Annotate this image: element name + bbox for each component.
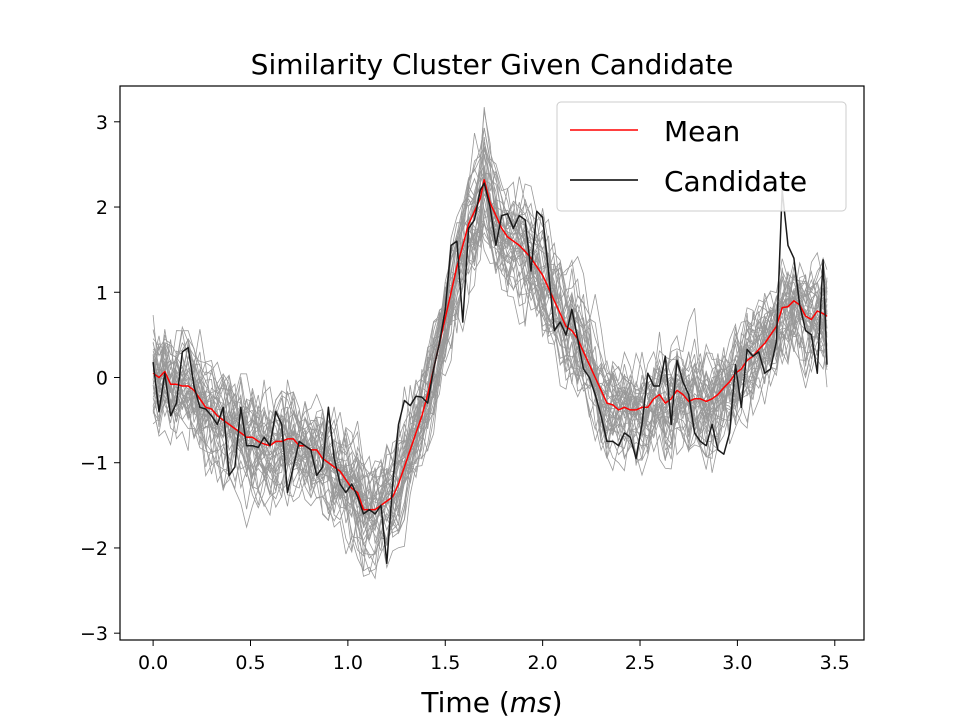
x-axis-label-unit: ms <box>510 686 552 719</box>
x-tick-label: 1.5 <box>430 652 460 674</box>
x-tick-label: 3.5 <box>820 652 850 674</box>
legend: Mean Candidate <box>556 101 847 212</box>
cluster-member-line <box>152 141 828 556</box>
plot-area-frame <box>119 85 865 641</box>
chart-title: Similarity Cluster Given Candidate <box>251 48 734 81</box>
y-tick-label: 3 <box>96 112 108 134</box>
y-tick-label: −2 <box>80 538 108 560</box>
y-tick-label: 1 <box>96 282 108 304</box>
cluster-member-line <box>152 107 828 530</box>
mean-series-line <box>152 179 828 511</box>
cluster-member-line <box>152 168 828 573</box>
x-tick-label: 1.0 <box>333 652 363 674</box>
cluster-member-line <box>152 170 828 527</box>
cluster-member-line <box>152 187 828 557</box>
y-tick-label: −1 <box>80 453 108 475</box>
y-tick-label: 0 <box>96 367 108 389</box>
x-axis-label-prefix: Time ( <box>420 686 509 719</box>
legend-candidate-label: Candidate <box>664 165 807 198</box>
y-axis: 3 2 1 0 −1 −2 −3 <box>80 112 120 645</box>
y-tick-label: 2 <box>96 197 108 219</box>
cluster-member-line <box>152 173 828 532</box>
x-tick-label: 0.5 <box>235 652 265 674</box>
cluster-member-line <box>152 208 828 505</box>
candidate-series-line <box>152 182 828 565</box>
x-axis-label-suffix: ) <box>552 686 563 719</box>
y-tick-label: −3 <box>80 623 108 645</box>
legend-mean-label: Mean <box>664 115 740 148</box>
x-tick-label: 2.0 <box>528 652 558 674</box>
series-lines <box>152 179 828 565</box>
x-axis: 0.0 0.5 1.0 1.5 2.0 2.5 3.0 3.5 <box>138 640 850 674</box>
x-tick-label: 2.5 <box>625 652 655 674</box>
x-tick-label: 0.0 <box>138 652 168 674</box>
x-tick-label: 3.0 <box>722 652 752 674</box>
x-axis-label: Time (ms) <box>420 686 562 719</box>
